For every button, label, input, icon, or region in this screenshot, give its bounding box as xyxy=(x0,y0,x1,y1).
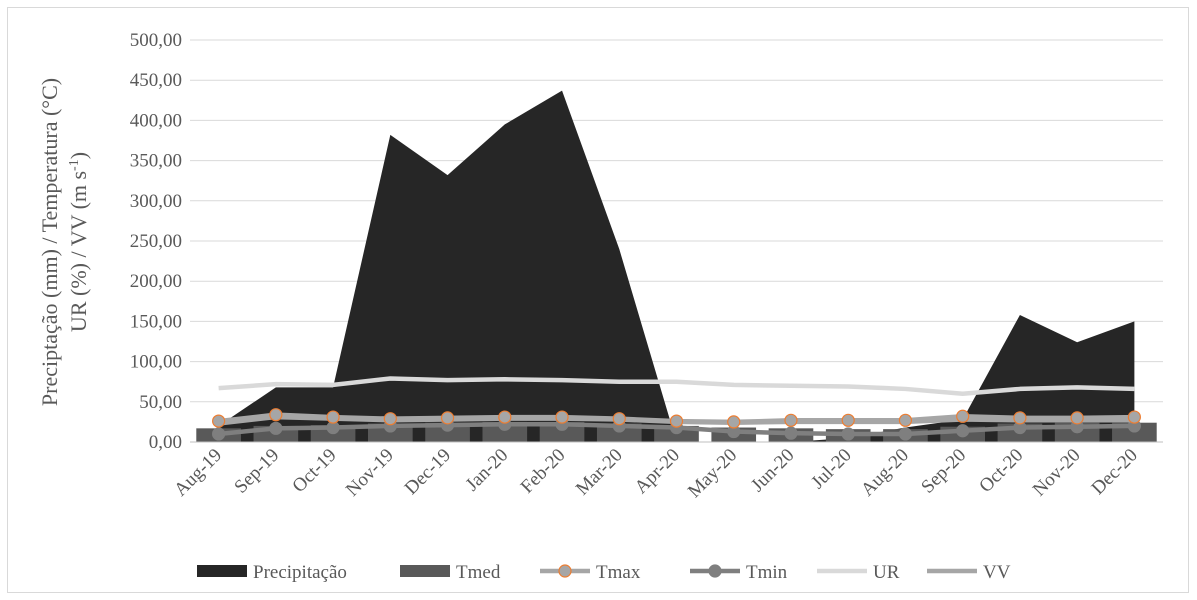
x-tick-label: Nov-19 xyxy=(342,445,398,501)
y-tick-label: 400,00 xyxy=(130,110,182,131)
marker-tmax xyxy=(784,413,798,427)
x-tick-label: Oct-19 xyxy=(288,445,340,497)
legend-label: UR xyxy=(873,562,900,583)
marker-tmax xyxy=(1070,411,1084,425)
marker-tmin xyxy=(841,427,855,441)
x-tick-label: Jun-20 xyxy=(747,445,798,496)
marker-tmax xyxy=(1013,411,1027,425)
y-tick-label: 0,00 xyxy=(149,432,182,453)
legend: Precipitação Tmed Tmax Tmin UR VV xyxy=(197,562,1011,583)
x-tick-label: Dec-19 xyxy=(401,445,455,499)
marker-tmin xyxy=(212,427,226,441)
marker-tmax xyxy=(612,412,626,426)
marker-tmin xyxy=(784,426,798,440)
y-tick-label: 100,00 xyxy=(130,352,182,373)
marker-tmax xyxy=(956,409,970,423)
marker-tmax xyxy=(383,412,397,426)
area-precipitacao xyxy=(218,90,1135,442)
legend-marker xyxy=(558,564,572,578)
x-tick-label: Oct-20 xyxy=(975,445,1027,497)
x-tick-label: Dec-20 xyxy=(1088,445,1142,499)
x-tick-label: Aug-19 xyxy=(170,445,226,501)
marker-tmax xyxy=(669,414,684,428)
x-tick-label: Mar-20 xyxy=(572,445,627,500)
x-tick-label: Nov-20 xyxy=(1029,445,1085,501)
y-tick-label: 350,00 xyxy=(130,151,182,172)
marker-tmax xyxy=(1127,410,1141,424)
legend-label: Tmed xyxy=(456,562,501,583)
marker-tmax xyxy=(555,410,569,424)
legend-label: Tmax xyxy=(596,562,641,583)
y-tick-label: 200,00 xyxy=(130,271,182,292)
legend-label: VV xyxy=(983,562,1011,583)
y-axis-label-line1: Preciptação (mm) / Temperatura (°C) xyxy=(37,78,62,406)
marker-tmin xyxy=(898,427,913,441)
legend-label: Tmin xyxy=(746,562,788,583)
marker-tmax xyxy=(440,411,455,425)
y-tick-label: 50,00 xyxy=(139,392,182,413)
x-tick-labels: Aug-19 Sep-19 Oct-19 Nov-19 Dec-19 Jan-20 Feb-… xyxy=(170,445,1142,502)
line-ur xyxy=(218,376,1135,397)
bar-tmed xyxy=(539,421,585,442)
legend-swatch xyxy=(197,565,247,577)
y-tick-label: 300,00 xyxy=(130,191,182,212)
x-tick-label: Sep-19 xyxy=(230,445,283,498)
y-tick-labels: 0,00 50,00 100,00 150,00 200,00 250,00 300,00 3… xyxy=(130,30,182,453)
x-tick-label: Jan-20 xyxy=(462,445,513,496)
x-tick-label: Sep-20 xyxy=(917,445,970,498)
y-axis-label-line2: UR (%) / VV (m s-1) xyxy=(66,152,91,332)
marker-tmax xyxy=(727,415,741,429)
y-tick-label: 500,00 xyxy=(130,30,182,51)
marker-tmax xyxy=(498,410,512,424)
y-tick-label: 250,00 xyxy=(130,231,182,252)
x-tick-label: Feb-20 xyxy=(517,445,570,498)
legend-marker xyxy=(708,564,722,578)
y-tick-label: 150,00 xyxy=(130,311,182,332)
legend-swatch xyxy=(400,565,450,577)
marker-tmax xyxy=(269,408,283,422)
bar-tmed xyxy=(425,422,470,442)
marker-tmax xyxy=(326,410,340,424)
marker-tmin xyxy=(956,424,970,438)
plot-area xyxy=(190,90,1163,443)
x-tick-label: Apr-20 xyxy=(631,445,684,498)
marker-tmax xyxy=(898,413,913,427)
marker-tmax xyxy=(841,413,855,427)
x-tick-label: May-20 xyxy=(684,445,741,502)
x-tick-label: Aug-20 xyxy=(857,445,913,501)
y-tick-label: 450,00 xyxy=(130,70,182,91)
marker-tmin xyxy=(269,421,283,435)
bar-tmed xyxy=(482,421,528,442)
legend-label: Precipitação xyxy=(253,562,347,583)
marker-tmax xyxy=(212,414,226,428)
x-tick-label: Jul-20 xyxy=(807,445,855,493)
